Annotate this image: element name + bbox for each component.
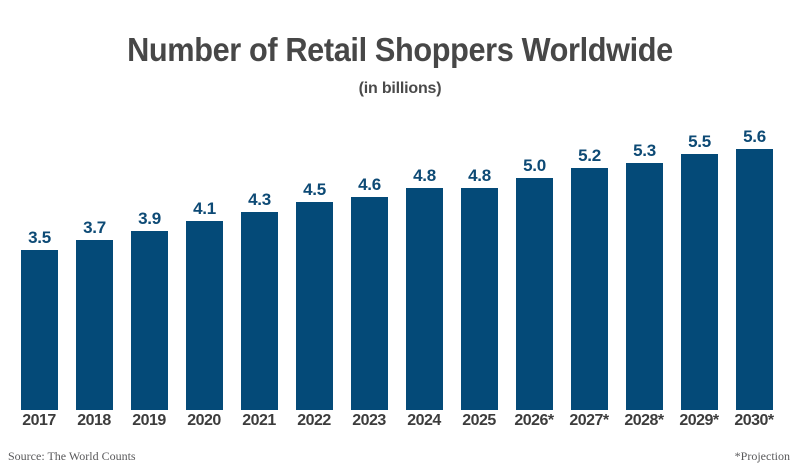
- x-axis-tick-label: 2027*: [569, 412, 609, 429]
- bar: [186, 221, 223, 410]
- bar-group: 5.6: [727, 125, 782, 410]
- bar: [131, 231, 168, 410]
- bar: [461, 188, 498, 410]
- bar: [351, 197, 388, 410]
- x-axis-tick-label: 2018: [77, 412, 111, 429]
- bar: [626, 163, 663, 410]
- x-axis-tick-label: 2020: [187, 412, 221, 429]
- bar-value-label: 4.1: [193, 199, 216, 218]
- x-axis-tick-label: 2024: [407, 412, 441, 429]
- source-note: Source: The World Counts: [8, 449, 136, 463]
- bar: [296, 202, 333, 410]
- bar-group: 4.8: [452, 125, 507, 410]
- bar-value-label: 3.7: [83, 218, 106, 237]
- x-axis-tick-label: 2028*: [624, 412, 664, 429]
- bar: [736, 149, 773, 410]
- bar-group: 5.5: [672, 125, 727, 410]
- bar-value-label: 5.0: [523, 156, 546, 175]
- x-axis-tick-label: 2023: [352, 412, 386, 429]
- chart-subtitle: (in billions): [358, 80, 442, 97]
- bar: [406, 188, 443, 410]
- bar-value-label: 4.3: [248, 190, 271, 209]
- bar-value-label: 3.9: [138, 209, 161, 228]
- bar: [21, 250, 58, 410]
- x-axis-tick-label: 2030*: [734, 412, 774, 429]
- bar-group: 4.3: [232, 125, 287, 410]
- bar-group: 3.7: [67, 125, 122, 410]
- bar-group: 5.0: [507, 125, 562, 410]
- x-axis-tick-label: 2019: [132, 412, 166, 429]
- bar-value-label: 4.5: [303, 180, 326, 199]
- bar-group: 5.3: [617, 125, 672, 410]
- bar-group: 4.8: [397, 125, 452, 410]
- bar-value-label: 5.6: [743, 127, 766, 146]
- bar-group: 5.2: [562, 125, 617, 410]
- plot-area: 3.5 3.7 3.9 4.1 4.3 4.5 4.6 4.8 4.8 5.0 5.2 5.3 5.5 5…: [0, 125, 800, 410]
- x-axis-tick-label: 2029*: [679, 412, 719, 429]
- x-axis-tick-label: 2026*: [514, 412, 554, 429]
- bar-group: 3.5: [12, 125, 67, 410]
- chart-header: Number of Retail Shoppers Worldwide (in …: [0, 30, 800, 99]
- x-axis-tick-label: 2017: [22, 412, 56, 429]
- bar-group: 4.6: [342, 125, 397, 410]
- x-axis-tick-label: 2021: [242, 412, 276, 429]
- bar-value-label: 5.5: [688, 132, 711, 151]
- bar: [681, 154, 718, 410]
- page-title: Number of Retail Shoppers Worldwide: [127, 31, 673, 68]
- bar-value-label: 4.8: [413, 166, 436, 185]
- bar: [516, 178, 553, 410]
- bar-group: 4.5: [287, 125, 342, 410]
- projection-note: *Projection: [734, 449, 790, 463]
- bar: [241, 212, 278, 410]
- bar: [76, 240, 113, 410]
- bar-group: 3.9: [122, 125, 177, 410]
- bar-value-label: 5.3: [633, 141, 656, 160]
- bar-value-label: 3.5: [28, 228, 51, 247]
- bar-group: 4.1: [177, 125, 232, 410]
- bar-value-label: 4.8: [468, 166, 491, 185]
- x-axis-tick-label: 2022: [297, 412, 331, 429]
- bar-value-label: 5.2: [578, 146, 601, 165]
- x-axis-labels: 2017 2018 2019 2020 2021 2022 2023 2024 2025 2026…: [0, 410, 800, 436]
- bar-value-label: 4.6: [358, 175, 381, 194]
- x-axis-tick-label: 2025: [462, 412, 496, 429]
- bar: [571, 168, 608, 410]
- chart-footer: Source: The World Counts *Projection: [0, 448, 800, 468]
